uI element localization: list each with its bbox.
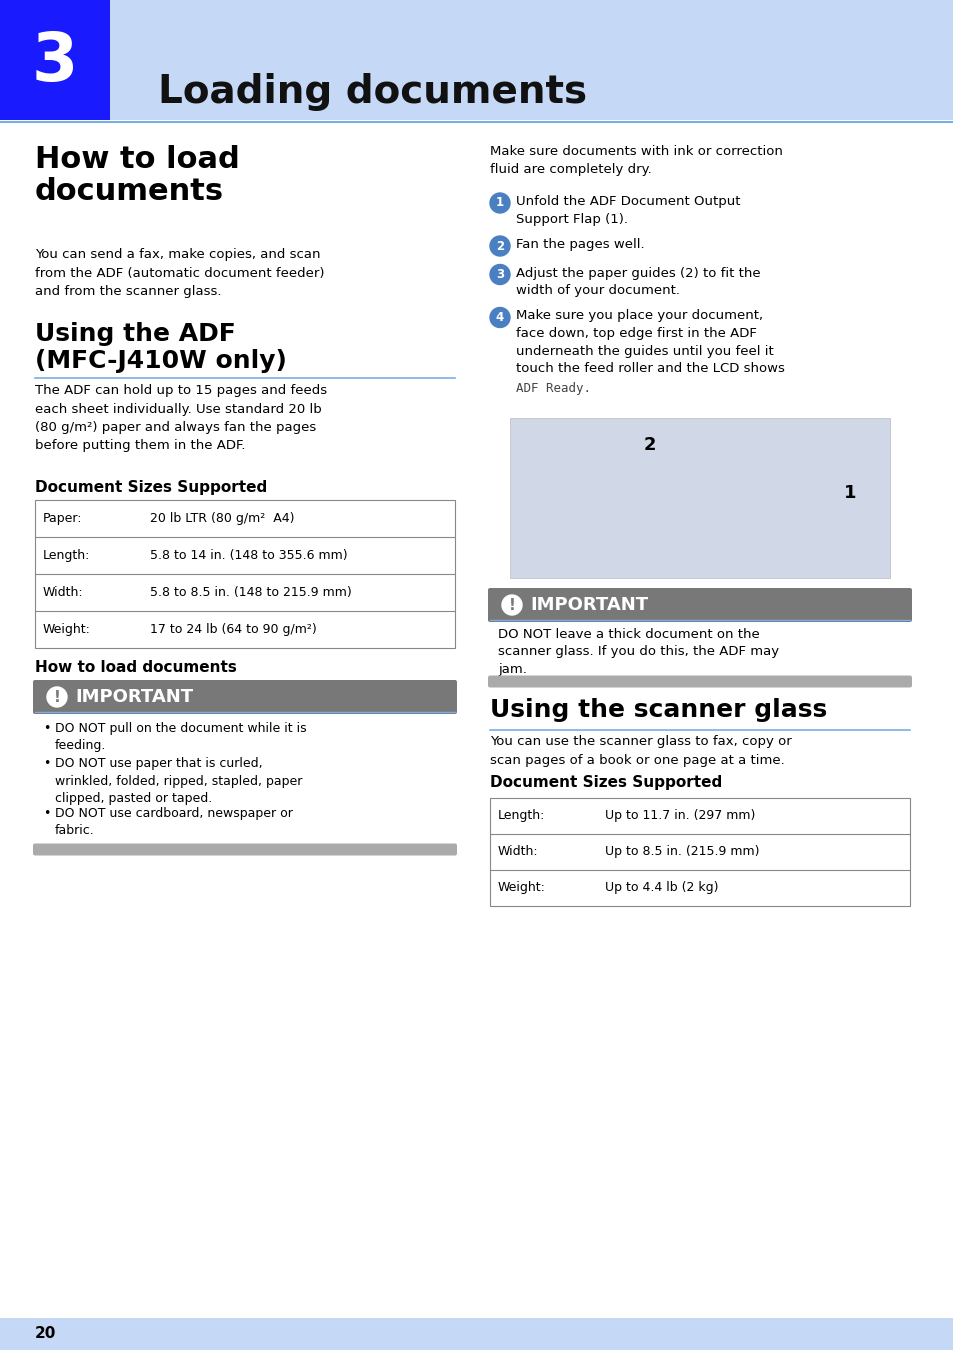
Text: Using the scanner glass: Using the scanner glass <box>490 698 826 721</box>
Text: Length:: Length: <box>497 809 545 822</box>
Text: Paper:: Paper: <box>43 512 82 525</box>
Bar <box>0 0 953 55</box>
Text: You can use the scanner glass to fax, copy or
scan pages of a book or one page a: You can use the scanner glass to fax, co… <box>490 736 791 767</box>
Bar <box>110 55 953 120</box>
Text: Make sure documents with ink or correction
fluid are completely dry.: Make sure documents with ink or correcti… <box>490 144 782 177</box>
Text: ADF Ready.: ADF Ready. <box>516 382 590 396</box>
Text: Width:: Width: <box>497 845 538 859</box>
Text: •: • <box>43 806 51 819</box>
Circle shape <box>47 687 67 707</box>
Text: !: ! <box>508 598 515 613</box>
Text: •: • <box>43 757 51 769</box>
Text: !: ! <box>53 690 60 705</box>
Text: The ADF can hold up to 15 pages and feeds
each sheet individually. Use standard : The ADF can hold up to 15 pages and feed… <box>35 383 327 452</box>
Text: 17 to 24 lb (64 to 90 g/m²): 17 to 24 lb (64 to 90 g/m²) <box>150 622 316 636</box>
FancyBboxPatch shape <box>488 675 911 687</box>
Text: 5.8 to 8.5 in. (148 to 215.9 mm): 5.8 to 8.5 in. (148 to 215.9 mm) <box>150 586 352 599</box>
Text: 3: 3 <box>496 269 503 281</box>
Text: 20: 20 <box>35 1327 56 1342</box>
FancyBboxPatch shape <box>33 844 456 856</box>
Text: 20 lb LTR (80 g/m²  A4): 20 lb LTR (80 g/m² A4) <box>150 512 294 525</box>
Text: How to load documents: How to load documents <box>35 660 236 675</box>
Text: 5.8 to 14 in. (148 to 355.6 mm): 5.8 to 14 in. (148 to 355.6 mm) <box>150 549 347 562</box>
Text: Weight:: Weight: <box>43 622 91 636</box>
Circle shape <box>490 265 510 285</box>
Bar <box>0 1318 953 1350</box>
Bar <box>0 120 953 140</box>
Text: You can send a fax, make copies, and scan
from the ADF (automatic document feede: You can send a fax, make copies, and sca… <box>35 248 324 298</box>
FancyBboxPatch shape <box>33 680 456 714</box>
Text: Loading documents: Loading documents <box>158 73 586 111</box>
Bar <box>510 418 889 578</box>
Text: Up to 4.4 lb (2 kg): Up to 4.4 lb (2 kg) <box>604 882 718 894</box>
Text: Up to 11.7 in. (297 mm): Up to 11.7 in. (297 mm) <box>604 809 755 822</box>
Text: 1: 1 <box>842 485 856 502</box>
Text: 1: 1 <box>496 197 503 209</box>
Text: 2: 2 <box>643 436 656 454</box>
Text: Unfold the ADF Document Output
Support Flap (1).: Unfold the ADF Document Output Support F… <box>516 194 740 225</box>
Text: Fan the pages well.: Fan the pages well. <box>516 238 644 251</box>
Text: Adjust the paper guides (2) to fit the
width of your document.: Adjust the paper guides (2) to fit the w… <box>516 266 760 297</box>
Text: IMPORTANT: IMPORTANT <box>75 688 193 706</box>
Text: Up to 8.5 in. (215.9 mm): Up to 8.5 in. (215.9 mm) <box>604 845 759 859</box>
Bar <box>0 0 110 120</box>
Text: Length:: Length: <box>43 549 91 562</box>
Text: How to load
documents: How to load documents <box>35 144 239 207</box>
Text: DO NOT use paper that is curled,
wrinkled, folded, ripped, stapled, paper
clippe: DO NOT use paper that is curled, wrinkle… <box>55 757 302 805</box>
Text: 3: 3 <box>31 28 78 94</box>
Text: DO NOT use cardboard, newspaper or
fabric.: DO NOT use cardboard, newspaper or fabri… <box>55 806 293 837</box>
Text: IMPORTANT: IMPORTANT <box>530 595 647 614</box>
Bar <box>490 798 909 906</box>
Text: •: • <box>43 722 51 734</box>
Circle shape <box>490 236 510 256</box>
Bar <box>35 500 455 648</box>
Text: Using the ADF
(MFC-J410W only): Using the ADF (MFC-J410W only) <box>35 323 287 374</box>
Text: Document Sizes Supported: Document Sizes Supported <box>35 481 267 495</box>
Text: Document Sizes Supported: Document Sizes Supported <box>490 775 721 791</box>
Circle shape <box>490 308 510 328</box>
Text: 4: 4 <box>496 310 503 324</box>
Circle shape <box>490 193 510 213</box>
Text: 2: 2 <box>496 239 503 252</box>
Text: DO NOT leave a thick document on the
scanner glass. If you do this, the ADF may
: DO NOT leave a thick document on the sca… <box>497 628 779 676</box>
Text: Weight:: Weight: <box>497 882 545 894</box>
Text: DO NOT pull on the document while it is
feeding.: DO NOT pull on the document while it is … <box>55 722 306 752</box>
Circle shape <box>501 595 521 616</box>
Text: Make sure you place your document,
face down, top edge first in the ADF
undernea: Make sure you place your document, face … <box>516 309 784 393</box>
FancyBboxPatch shape <box>488 589 911 622</box>
Text: Width:: Width: <box>43 586 84 599</box>
